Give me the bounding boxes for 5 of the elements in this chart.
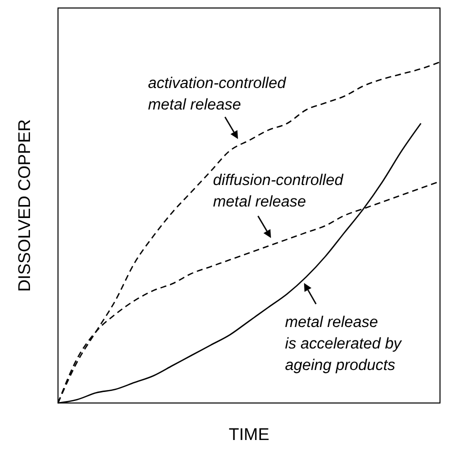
annotation: diffusion-controlled metal release	[213, 172, 344, 210]
annotation: metal release is accelerated by ageing products	[285, 314, 403, 374]
x-axis-title: TIME	[228, 425, 270, 444]
y-axis-title: DISSOLVED COPPER	[15, 119, 34, 292]
annotation: activation-controlled metal release	[148, 75, 288, 114]
